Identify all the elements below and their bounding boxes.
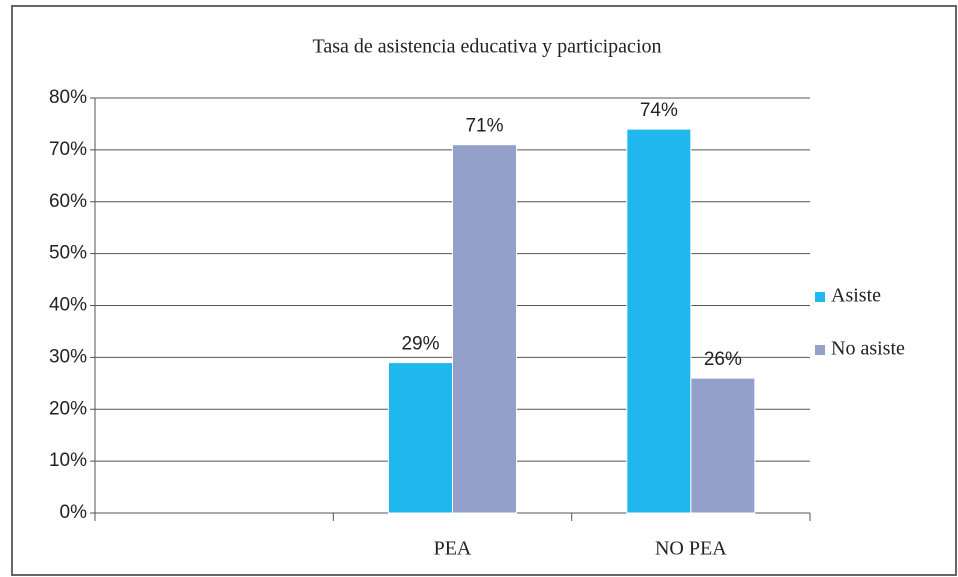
data-label: 29%	[401, 334, 439, 355]
bar	[452, 144, 517, 514]
data-label: 26%	[704, 349, 742, 370]
legend-label: No asiste	[831, 338, 905, 360]
y-tick-label: 40%	[49, 295, 87, 316]
y-tick-label: 20%	[49, 398, 87, 419]
y-tick-label: 10%	[49, 450, 87, 471]
y-tick-label: 50%	[49, 243, 87, 264]
bar	[690, 377, 756, 514]
legend-swatch	[815, 292, 825, 302]
legend-swatch	[815, 345, 825, 355]
y-tick-label: 0%	[60, 502, 88, 523]
y-tick-label: 30%	[49, 346, 87, 367]
data-label: 71%	[465, 116, 503, 137]
bar	[388, 362, 453, 514]
y-tick-label: 60%	[49, 191, 87, 212]
chart-title: Tasa de asistencia educativa y participa…	[313, 36, 662, 58]
x-tick-label: NO PEA	[655, 538, 727, 560]
y-tick-label: 80%	[49, 87, 87, 108]
y-tick-label: 70%	[49, 139, 87, 160]
data-label: 74%	[640, 100, 678, 121]
chart-frame	[11, 5, 957, 576]
bar	[626, 128, 692, 514]
legend-label: Asiste	[831, 285, 881, 307]
x-tick-label: PEA	[434, 538, 472, 560]
